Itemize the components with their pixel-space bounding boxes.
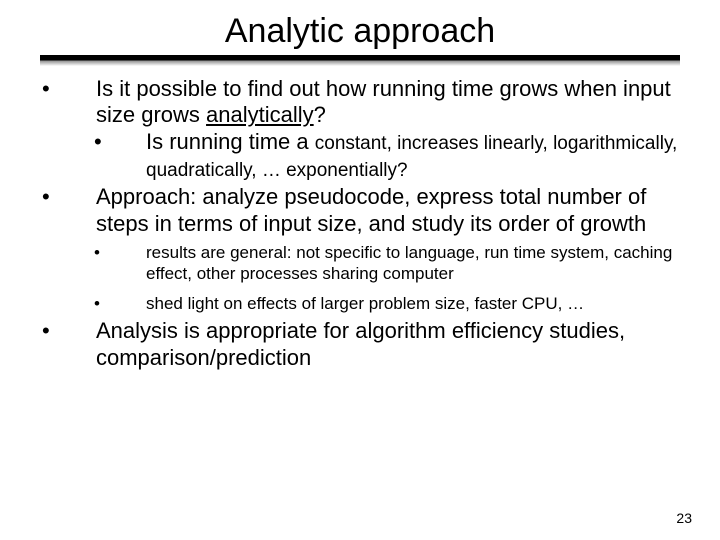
- bullet-marker: •: [94, 294, 146, 314]
- bullet-1-sub-1: • Is running time a constant, increases …: [40, 129, 680, 183]
- b1-underline: analytically: [206, 102, 314, 127]
- bullet-marker: •: [40, 184, 96, 210]
- slide: Analytic approach • Is it possible to fi…: [0, 0, 720, 540]
- bullet-marker: •: [94, 243, 146, 263]
- slide-title: Analytic approach: [40, 12, 680, 51]
- bullet-2-text: Approach: analyze pseudocode, express to…: [96, 184, 680, 237]
- bullet-2-sub-1-text: results are general: not specific to lan…: [146, 243, 680, 284]
- b1-part-a: Is it possible to find out how running t…: [96, 76, 671, 127]
- page-number: 23: [676, 510, 692, 526]
- b1s1-a: Is running time a: [146, 129, 315, 154]
- title-divider: [40, 55, 680, 66]
- bullet-3: • Analysis is appropriate for algorithm …: [40, 318, 680, 371]
- bullet-1-text: Is it possible to find out how running t…: [96, 76, 680, 129]
- bullet-2-sub-2: • shed light on effects of larger proble…: [40, 294, 680, 314]
- slide-body: • Is it possible to find out how running…: [40, 76, 680, 371]
- bullet-marker: •: [40, 76, 96, 102]
- b1-part-q: ?: [314, 102, 326, 127]
- bullet-marker: •: [40, 318, 96, 344]
- bullet-2-sub-1: • results are general: not specific to l…: [40, 243, 680, 284]
- bullet-3-text: Analysis is appropriate for algorithm ef…: [96, 318, 680, 371]
- bullet-1-sub-1-text: Is running time a constant, increases li…: [146, 129, 680, 183]
- bullet-2: • Approach: analyze pseudocode, express …: [40, 184, 680, 237]
- bullet-marker: •: [94, 129, 146, 155]
- bullet-1: • Is it possible to find out how running…: [40, 76, 680, 129]
- bullet-2-sub-2-text: shed light on effects of larger problem …: [146, 294, 680, 314]
